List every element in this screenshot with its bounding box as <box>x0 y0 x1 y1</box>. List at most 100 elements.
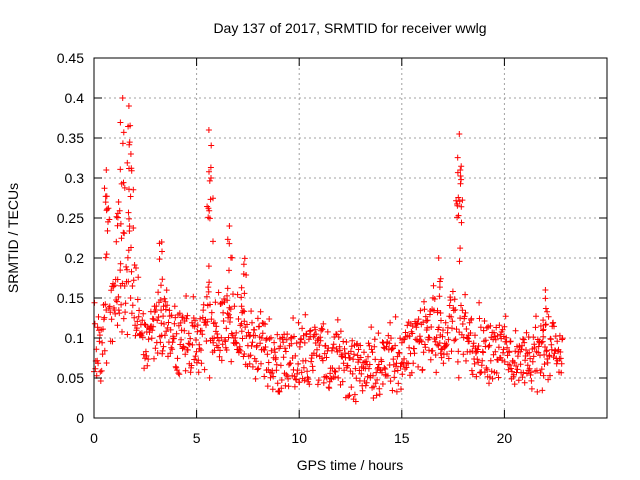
data-point <box>492 348 499 355</box>
data-point <box>469 371 476 378</box>
data-point <box>244 321 250 328</box>
data-point <box>420 319 427 326</box>
data-point <box>164 302 171 309</box>
data-point <box>150 323 157 330</box>
data-point <box>355 346 362 353</box>
data-point <box>345 393 352 400</box>
data-point <box>314 381 321 388</box>
data-point <box>127 151 134 157</box>
data-point <box>452 306 459 313</box>
data-point <box>502 313 509 320</box>
data-point <box>314 346 320 353</box>
data-point <box>109 338 116 345</box>
data-point <box>421 298 427 305</box>
data-point <box>449 318 456 325</box>
data-point <box>131 262 138 268</box>
data-point <box>417 307 424 314</box>
data-point <box>238 294 245 301</box>
data-point <box>259 320 266 326</box>
data-point <box>102 199 109 206</box>
data-point <box>191 356 198 363</box>
data-point <box>537 369 544 376</box>
data-point <box>189 341 196 348</box>
data-point <box>540 327 546 334</box>
y-tick-label: 0.1 <box>65 330 85 346</box>
data-point <box>117 220 124 227</box>
data-point <box>261 347 268 353</box>
data-point <box>517 361 524 368</box>
data-point <box>123 263 130 270</box>
data-point <box>372 380 379 387</box>
data-point <box>542 287 549 293</box>
data-point <box>252 332 259 339</box>
data-point <box>125 123 132 130</box>
data-point <box>462 309 469 316</box>
data-point <box>108 287 115 294</box>
data-point <box>194 328 201 335</box>
data-point <box>213 323 220 330</box>
data-point <box>455 194 462 201</box>
data-point <box>99 339 106 346</box>
data-point <box>392 342 399 349</box>
data-point <box>262 321 269 328</box>
data-point <box>480 349 487 356</box>
data-point <box>379 381 386 387</box>
data-point <box>145 356 152 363</box>
data-point <box>126 186 132 193</box>
data-point <box>389 387 396 394</box>
data-point <box>165 353 171 360</box>
data-point <box>550 319 557 326</box>
data-point <box>373 392 380 399</box>
data-point <box>96 332 103 339</box>
data-point <box>285 383 292 390</box>
data-point <box>521 379 528 386</box>
data-point <box>172 314 179 321</box>
data-point <box>168 312 175 319</box>
data-point <box>438 354 445 361</box>
data-point <box>177 341 184 348</box>
data-point <box>523 370 530 377</box>
data-point <box>541 361 548 368</box>
data-point <box>394 367 401 374</box>
data-point <box>158 282 164 289</box>
data-point <box>118 301 125 308</box>
data-point <box>504 344 511 351</box>
data-point <box>97 378 104 384</box>
data-point <box>158 307 165 314</box>
data-point <box>467 330 474 336</box>
data-point <box>206 279 213 286</box>
data-point <box>220 309 227 316</box>
data-point <box>486 342 493 349</box>
data-point <box>406 333 413 340</box>
data-point <box>277 362 284 369</box>
data-point <box>513 363 520 369</box>
data-point <box>334 348 341 355</box>
data-point <box>456 198 463 205</box>
data-point <box>459 197 466 204</box>
data-point <box>398 339 405 346</box>
data-point <box>124 331 131 338</box>
data-point <box>149 327 156 334</box>
data-point <box>302 357 309 364</box>
data-point <box>115 293 122 300</box>
data-point <box>241 308 248 315</box>
data-point <box>135 274 142 281</box>
data-point <box>111 282 118 289</box>
data-point <box>238 303 245 310</box>
data-point <box>333 345 340 352</box>
data-point <box>197 315 204 322</box>
data-point <box>476 299 483 306</box>
data-point <box>337 328 344 335</box>
data-point <box>420 349 427 356</box>
data-point <box>520 369 527 376</box>
data-point <box>453 326 460 333</box>
data-point <box>508 365 515 372</box>
data-point <box>248 308 255 315</box>
data-point <box>495 374 502 381</box>
data-point <box>235 316 242 322</box>
data-point <box>95 313 102 320</box>
data-point <box>546 352 553 359</box>
data-point <box>113 238 120 245</box>
data-point <box>459 321 466 327</box>
data-point <box>445 336 452 343</box>
